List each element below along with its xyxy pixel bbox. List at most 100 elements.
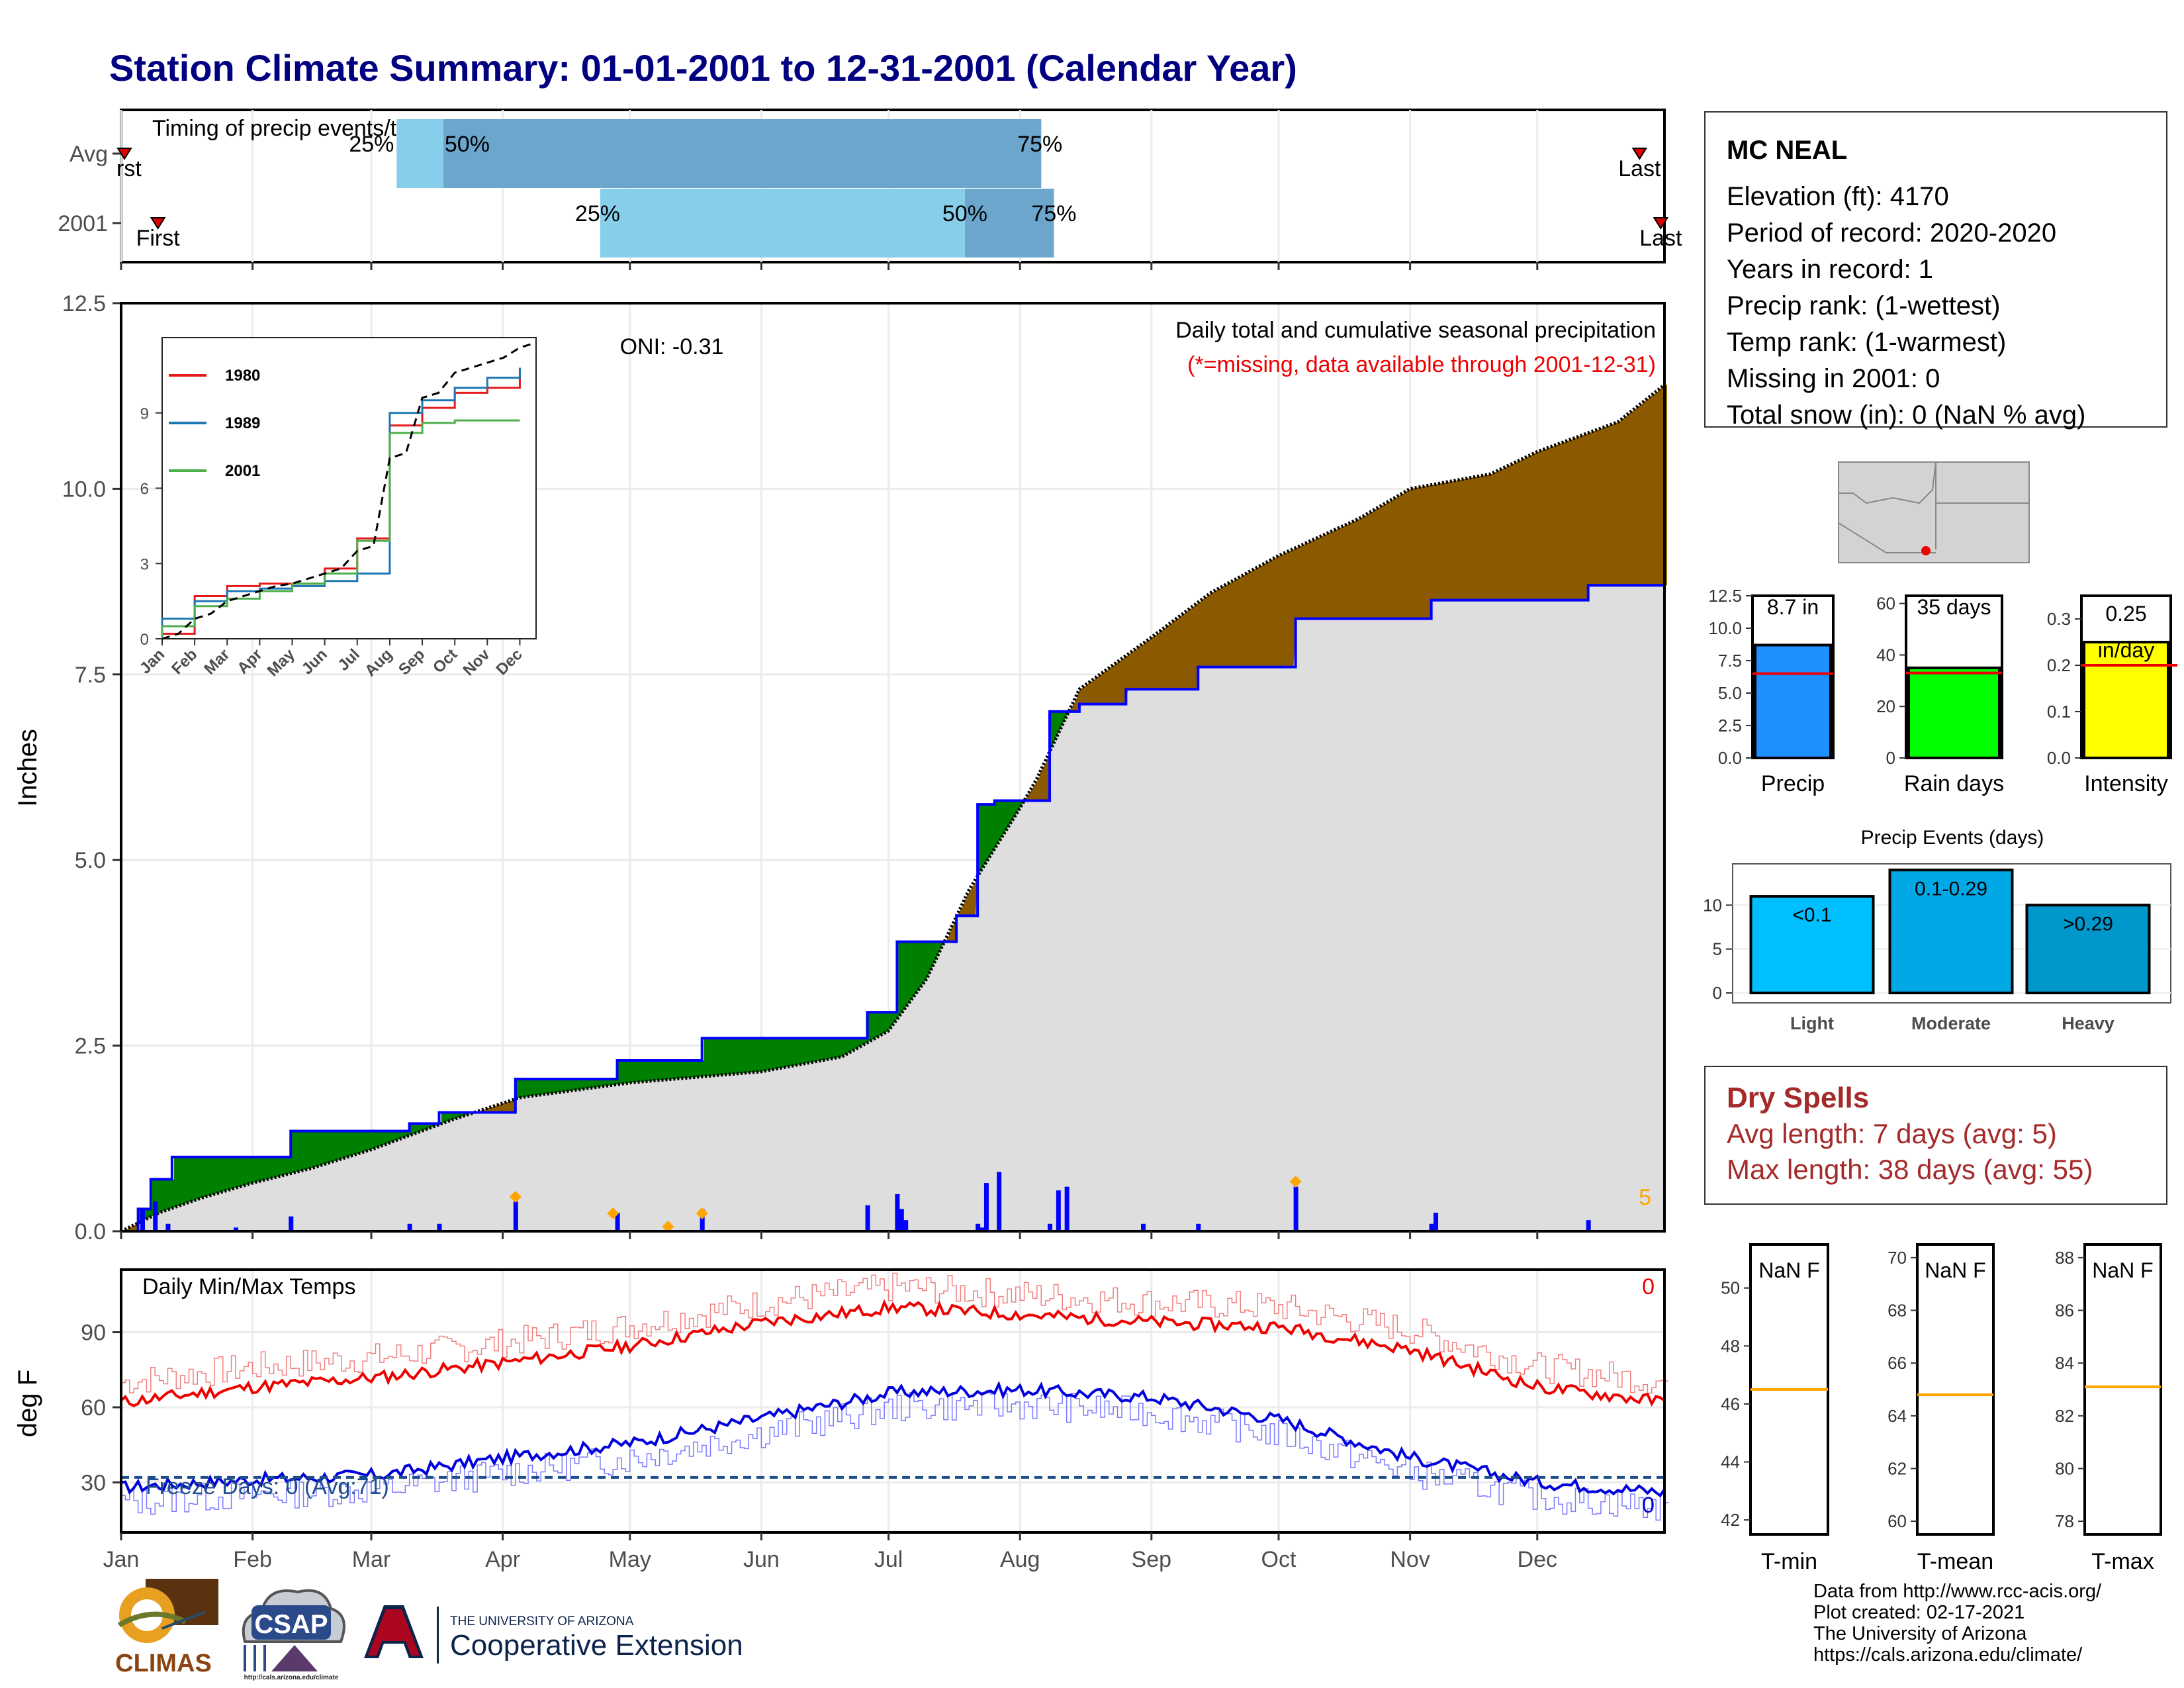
trace-marker [696,1207,708,1219]
trace-marker [607,1207,619,1219]
last-event-label: Last [1618,156,1661,181]
station-missing: Missing in 2001: 0 [1727,364,1940,393]
timing-q25-label: 25% [575,201,620,226]
climas-logo: CLIMAS [106,1579,222,1681]
timing-q75-label: 75% [1017,132,1062,157]
mini-bar-value-label: 8.7 in [1767,595,1819,619]
daily-precip-bar [437,1223,442,1231]
last-event-label: Last [1639,226,1682,251]
daily-precip-bar [983,1183,989,1231]
daily-precip-bar [153,1201,158,1231]
avg-cumulative-line [120,383,1666,1233]
mini-bar-value [1754,643,1832,759]
daily-precip-bar [700,1209,705,1231]
first-event-marker [150,217,166,230]
month-x-tick-label: Aug [1000,1547,1040,1572]
month-x-tick-label: Apr [485,1547,520,1572]
inset-legend-label: 1980 [225,367,260,385]
inset-y-tick-label: 3 [140,555,149,573]
precip-events-bar-label: <0.1 [1792,904,1831,926]
credit-data-source: Data from http://www.rcc-acis.org/ [1813,1581,2102,1602]
timing-bar-overlay [396,119,1042,188]
temp-bar-frame [1916,1243,1995,1536]
precip-y-tick-label: 5.0 [75,848,106,873]
mini-bar-axis-label: Intensity [2084,771,2168,796]
month-x-tick-label: Feb [233,1547,272,1572]
daily-precip-bar [1140,1223,1146,1231]
mini-bar-chart-precip: 0.0 2.5 5.0 7.5 10.0 12.5 8.7 in Precip [1708,586,1835,796]
temp-bar-y-tick-label: 48 [1721,1336,1740,1356]
page-title: Station Climate Summary: 01-01-2001 to 1… [109,47,1297,89]
temp-bar-y-tick-label: 78 [2055,1511,2074,1531]
dry-spells-box: Dry Spells Avg length: 7 days (avg: 5) M… [1704,1066,2167,1205]
precip-events-y-tick-label: 5 [1713,939,1722,959]
month-x-tick-label: Jun [743,1547,780,1572]
inset-legend-label: 2001 [225,462,260,480]
daily-precip-bar [165,1223,171,1231]
tmax-avg-line [120,1299,1666,1407]
daily-precip-bar [233,1227,238,1231]
precip-y-tick-label: 2.5 [75,1034,106,1059]
daily-precip-bar [1196,1223,1201,1231]
dry-spells-avg: Avg length: 7 days (avg: 5) [1727,1118,2057,1149]
temp-y-axis-title: deg F [13,1370,42,1437]
temp-bar-frame [2083,1243,2162,1536]
precip-above-avg-fill [138,711,1071,1223]
mini-bar-value-label: 35 days [1917,595,1991,619]
daily-precip-bar [1586,1220,1591,1231]
temp-y-tick-label: 90 [81,1321,106,1346]
precip-events-category: Light [1790,1013,1834,1033]
daily-precip-bar [1064,1186,1069,1231]
station-name: MC NEAL [1727,136,1848,165]
temp-bar-y-tick-label: 88 [2055,1248,2074,1268]
inset-y-tick-label: 9 [140,405,149,423]
temp-bar-y-tick-label: 44 [1721,1452,1740,1472]
temp-bar-y-tick-label: 70 [1888,1248,1907,1268]
mini-bar-y-tick-label: 40 [1876,645,1895,665]
daily-precip-bar [895,1194,900,1231]
mini-bar-chart-intensity: 0.0 0.1 0.2 0.3 0.25 in/day Intensity [2047,594,2177,796]
mini-bar-chart-rain-days: 0 20 40 60 35 days Rain days [1876,594,2004,796]
inset-series-line [161,419,520,639]
temp-panel-title: Daily Min/Max Temps [142,1274,355,1299]
month-x-tick-label: Mar [352,1547,391,1572]
csap-logo: CSAP http://cals.arizona.edu/climate [232,1579,351,1681]
precip-y-tick-label: 7.5 [75,663,106,688]
station-years: Years in record: 1 [1727,255,1934,284]
month-x-tick-label: Nov [1390,1547,1430,1572]
precip-events-chart: Precip Events (days) 0 5 10 <0.1 Light 0.1-0.2… [1703,827,2171,1033]
temp-bar-value-label: NaN F [1758,1258,1819,1282]
temp-bar-axis-label: T-mean [1917,1549,1993,1574]
daily-precip-bar [289,1216,294,1231]
precip-y-tick-label: 0.0 [75,1219,106,1244]
mini-bar-y-tick-label: 12.5 [1708,586,1742,606]
station-location-dot [1921,546,1931,555]
mini-bar-y-tick-label: 10.0 [1708,618,1742,638]
station-precip-rank: Precip rank: (1-wettest) [1727,291,2001,320]
timing-q50-label: 50% [445,132,490,157]
station-info-box: MC NEAL Elevation (ft): 4170 Period of r… [1704,111,2167,430]
timing-q25-label: 25% [349,132,394,157]
mini-bar-axis-label: Rain days [1904,771,2004,796]
precip-events-bar [1888,868,2014,995]
daily-precip-bar [407,1223,412,1231]
credit-university: The University of Arizona [1813,1623,2027,1644]
map-border [1839,461,1936,504]
trace-marker [1289,1176,1302,1188]
temp-bar-y-tick-label: 84 [2055,1353,2074,1373]
station-snow: Total snow (in): 0 (NaN % avg) [1727,400,2086,430]
timing-row-label: 2001 [58,211,108,236]
mini-bar-value [1907,666,2001,760]
mini-bar-y-tick-label: 0 [1886,748,1895,768]
temp-bar-y-tick-label: 62 [1888,1458,1907,1478]
first-event-label: rst [116,156,142,181]
daily-precip-bar [1056,1190,1061,1231]
last-event-marker [1631,148,1648,160]
last-event-marker [1653,217,1669,230]
map-state-lines [1838,462,2029,553]
precip-panel-note: Daily total and cumulative seasonal prec… [1175,318,1656,343]
temp-bar-y-tick-label: 82 [2055,1406,2074,1426]
month-x-tick-label: Sep [1132,1547,1172,1572]
inset-avg-line [161,342,537,640]
